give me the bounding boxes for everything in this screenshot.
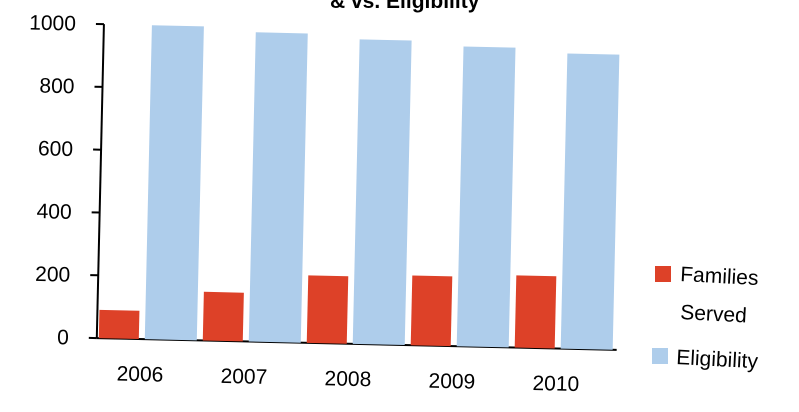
y-axis-line xyxy=(95,24,105,339)
legend: Families Served Eligibility xyxy=(652,263,759,373)
legend-label-families-line2: Served xyxy=(680,301,748,327)
y-tick-label: 200 xyxy=(35,263,71,287)
bar-families-served-2009 xyxy=(410,275,453,347)
y-tick-label: 400 xyxy=(36,200,72,224)
bar-families-served-2007 xyxy=(202,291,244,342)
legend-swatch-eligibility xyxy=(652,348,668,364)
x-tick-label-2009: 2009 xyxy=(428,370,475,394)
x-tick-label-2007: 2007 xyxy=(220,365,267,389)
chart-title: & vs. Eligibility xyxy=(330,0,480,13)
x-tick-label-2010: 2010 xyxy=(532,372,579,396)
bar-eligibility-2009 xyxy=(456,46,516,348)
y-tick-label: 800 xyxy=(39,75,75,99)
x-tick-label-2006: 2006 xyxy=(116,363,163,387)
y-axis-ticks: 0 200 400 600 800 1000 xyxy=(29,11,104,349)
y-tick-label: 0 xyxy=(57,326,69,349)
legend-swatch-families xyxy=(655,266,671,282)
bar-eligibility-2008 xyxy=(352,39,412,346)
bar-families-served-2010 xyxy=(514,275,557,349)
x-tick-label-2008: 2008 xyxy=(324,367,371,391)
bar-eligibility-2006 xyxy=(144,25,204,341)
y-tick-label: 1000 xyxy=(29,11,76,35)
bar-families-served-2008 xyxy=(306,275,349,344)
y-tick-label: 600 xyxy=(38,137,74,161)
legend-label-families-line1: Families xyxy=(680,263,759,290)
bar-eligibility-2007 xyxy=(248,32,308,343)
x-axis-labels: 2006 2007 2008 2009 2010 xyxy=(116,363,579,396)
plot-area: 0 200 400 600 800 1000 2006 2007 2008 2009 2010 xyxy=(29,11,620,396)
bar-families-served-2006 xyxy=(98,309,140,340)
bar-eligibility-2010 xyxy=(560,53,620,350)
legend-label-eligibility: Eligibility xyxy=(676,346,759,373)
bars xyxy=(98,25,620,350)
